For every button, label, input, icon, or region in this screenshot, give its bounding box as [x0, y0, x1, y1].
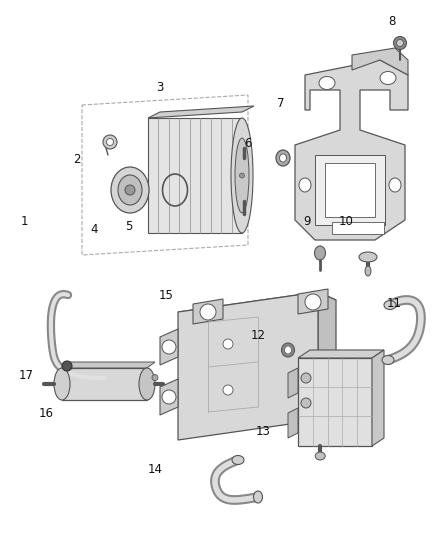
Ellipse shape — [396, 39, 403, 46]
Text: 5: 5 — [126, 220, 133, 233]
Ellipse shape — [301, 398, 311, 408]
Polygon shape — [160, 329, 178, 365]
Ellipse shape — [276, 150, 290, 166]
Ellipse shape — [118, 175, 142, 205]
Polygon shape — [62, 368, 147, 400]
Text: 7: 7 — [276, 98, 284, 110]
Text: 15: 15 — [159, 289, 174, 302]
Text: 3: 3 — [156, 82, 163, 94]
Polygon shape — [298, 289, 328, 314]
Ellipse shape — [139, 368, 155, 400]
Ellipse shape — [301, 373, 311, 383]
Polygon shape — [148, 106, 254, 118]
Text: 13: 13 — [255, 425, 270, 438]
Text: 6: 6 — [244, 138, 251, 150]
Text: 14: 14 — [148, 463, 163, 475]
Ellipse shape — [111, 167, 149, 213]
Polygon shape — [298, 350, 384, 358]
Polygon shape — [372, 350, 384, 446]
Text: 2: 2 — [73, 154, 81, 166]
Ellipse shape — [389, 178, 401, 192]
Ellipse shape — [359, 252, 377, 262]
Text: 11: 11 — [387, 297, 402, 310]
Ellipse shape — [223, 339, 233, 349]
Ellipse shape — [223, 385, 233, 395]
Polygon shape — [295, 60, 408, 240]
Text: 17: 17 — [19, 369, 34, 382]
Text: 4: 4 — [90, 223, 98, 236]
Polygon shape — [193, 299, 223, 324]
Text: 16: 16 — [39, 407, 53, 419]
Polygon shape — [325, 163, 375, 217]
Polygon shape — [148, 118, 242, 233]
Ellipse shape — [365, 266, 371, 276]
Text: 10: 10 — [339, 215, 353, 228]
Text: 9: 9 — [303, 215, 311, 228]
Text: 12: 12 — [251, 329, 266, 342]
Ellipse shape — [279, 154, 286, 162]
Ellipse shape — [254, 491, 262, 503]
Ellipse shape — [54, 368, 70, 400]
Ellipse shape — [125, 185, 135, 195]
Bar — [332, 222, 384, 234]
Polygon shape — [178, 292, 318, 440]
Polygon shape — [178, 292, 336, 320]
Ellipse shape — [240, 173, 244, 178]
Polygon shape — [352, 48, 408, 75]
Text: 8: 8 — [389, 15, 396, 28]
Polygon shape — [315, 155, 385, 225]
Ellipse shape — [235, 138, 249, 213]
Ellipse shape — [382, 356, 394, 365]
Ellipse shape — [232, 456, 244, 464]
Ellipse shape — [282, 343, 294, 357]
Ellipse shape — [315, 452, 325, 460]
Ellipse shape — [162, 340, 176, 354]
Ellipse shape — [380, 71, 396, 85]
Ellipse shape — [314, 246, 325, 260]
Ellipse shape — [106, 139, 113, 146]
Polygon shape — [160, 379, 178, 415]
Ellipse shape — [384, 301, 396, 310]
Ellipse shape — [393, 36, 406, 50]
Polygon shape — [62, 362, 155, 368]
Ellipse shape — [200, 304, 216, 320]
Polygon shape — [318, 292, 336, 428]
Text: 1: 1 — [20, 215, 28, 228]
Ellipse shape — [231, 118, 253, 233]
Ellipse shape — [103, 135, 117, 149]
Ellipse shape — [285, 346, 292, 354]
Ellipse shape — [152, 375, 158, 381]
Ellipse shape — [299, 178, 311, 192]
Ellipse shape — [305, 294, 321, 310]
Ellipse shape — [162, 390, 176, 404]
Polygon shape — [298, 358, 372, 446]
Polygon shape — [288, 408, 298, 438]
Polygon shape — [288, 368, 298, 398]
Ellipse shape — [62, 361, 72, 371]
Ellipse shape — [319, 77, 335, 90]
